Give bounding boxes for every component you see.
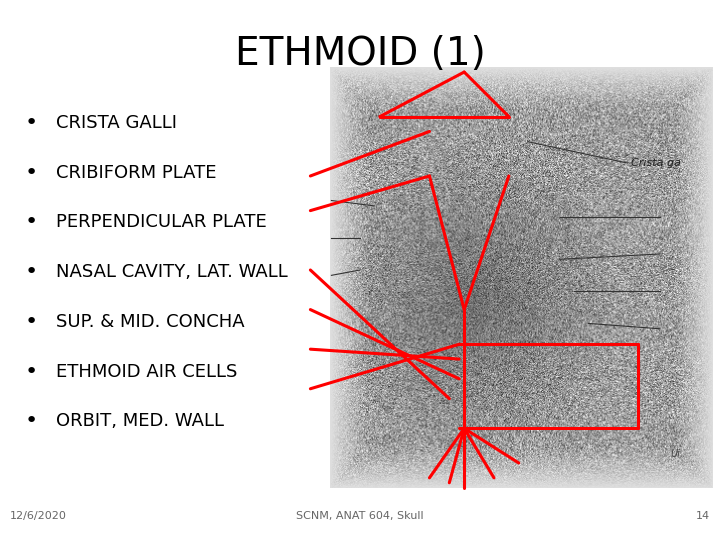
Text: •: •	[24, 411, 37, 431]
Text: SCNM, ANAT 604, Skull: SCNM, ANAT 604, Skull	[296, 511, 424, 521]
Text: •: •	[24, 113, 37, 133]
Text: •: •	[24, 312, 37, 332]
Text: Crista ga: Crista ga	[631, 158, 682, 168]
Text: Ui: Ui	[670, 449, 680, 460]
Text: •: •	[24, 262, 37, 282]
Text: •: •	[24, 212, 37, 232]
Text: 12/6/2020: 12/6/2020	[10, 511, 67, 521]
Text: 14: 14	[696, 511, 710, 521]
Text: ORBIT, MED. WALL: ORBIT, MED. WALL	[56, 412, 225, 430]
Text: PERPENDICULAR PLATE: PERPENDICULAR PLATE	[56, 213, 267, 232]
Text: ETHMOID AIR CELLS: ETHMOID AIR CELLS	[56, 362, 238, 381]
Text: ETHMOID (1): ETHMOID (1)	[235, 35, 485, 73]
Text: NASAL CAVITY, LAT. WALL: NASAL CAVITY, LAT. WALL	[56, 263, 288, 281]
Text: •: •	[24, 362, 37, 382]
Text: CRISTA GALLI: CRISTA GALLI	[56, 114, 177, 132]
Text: •: •	[24, 163, 37, 183]
Text: CRIBIFORM PLATE: CRIBIFORM PLATE	[56, 164, 217, 182]
Text: SUP. & MID. CONCHA: SUP. & MID. CONCHA	[56, 313, 245, 331]
